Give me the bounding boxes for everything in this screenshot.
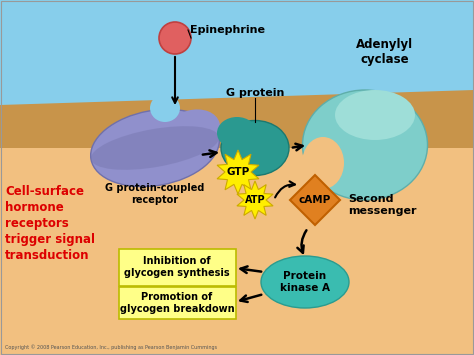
Ellipse shape	[221, 120, 289, 175]
Polygon shape	[0, 90, 474, 165]
Text: GTP: GTP	[227, 167, 250, 177]
Text: G protein-coupled
receptor: G protein-coupled receptor	[105, 183, 205, 204]
Text: Protein
kinase A: Protein kinase A	[280, 271, 330, 293]
Text: Cell-surface
hormone
receptors
trigger signal
transduction: Cell-surface hormone receptors trigger s…	[5, 185, 95, 262]
Ellipse shape	[217, 117, 257, 149]
Bar	[0, 148, 474, 355]
Polygon shape	[217, 150, 259, 194]
Polygon shape	[237, 181, 273, 219]
Ellipse shape	[302, 90, 428, 200]
Text: Inhibition of
glycogen synthesis: Inhibition of glycogen synthesis	[124, 256, 230, 278]
Ellipse shape	[91, 126, 219, 170]
Ellipse shape	[100, 144, 150, 182]
Text: G protein: G protein	[226, 88, 284, 98]
Text: cAMP: cAMP	[299, 195, 331, 205]
Ellipse shape	[302, 137, 344, 189]
Ellipse shape	[91, 109, 219, 187]
FancyBboxPatch shape	[119, 287, 236, 319]
Text: Adenylyl
cyclase: Adenylyl cyclase	[356, 38, 413, 66]
FancyBboxPatch shape	[119, 249, 236, 286]
Text: Epinephrine: Epinephrine	[190, 25, 265, 35]
Ellipse shape	[335, 90, 415, 140]
Text: Promotion of
glycogen breakdown: Promotion of glycogen breakdown	[120, 292, 234, 314]
Polygon shape	[290, 175, 340, 225]
Ellipse shape	[150, 94, 180, 122]
Text: Second
messenger: Second messenger	[348, 194, 417, 216]
Text: Copyright © 2008 Pearson Education, Inc., publishing as Pearson Benjamin Cumming: Copyright © 2008 Pearson Education, Inc.…	[5, 344, 217, 350]
Circle shape	[159, 22, 191, 54]
Text: ATP: ATP	[245, 195, 265, 205]
Ellipse shape	[166, 109, 220, 151]
Ellipse shape	[261, 256, 349, 308]
